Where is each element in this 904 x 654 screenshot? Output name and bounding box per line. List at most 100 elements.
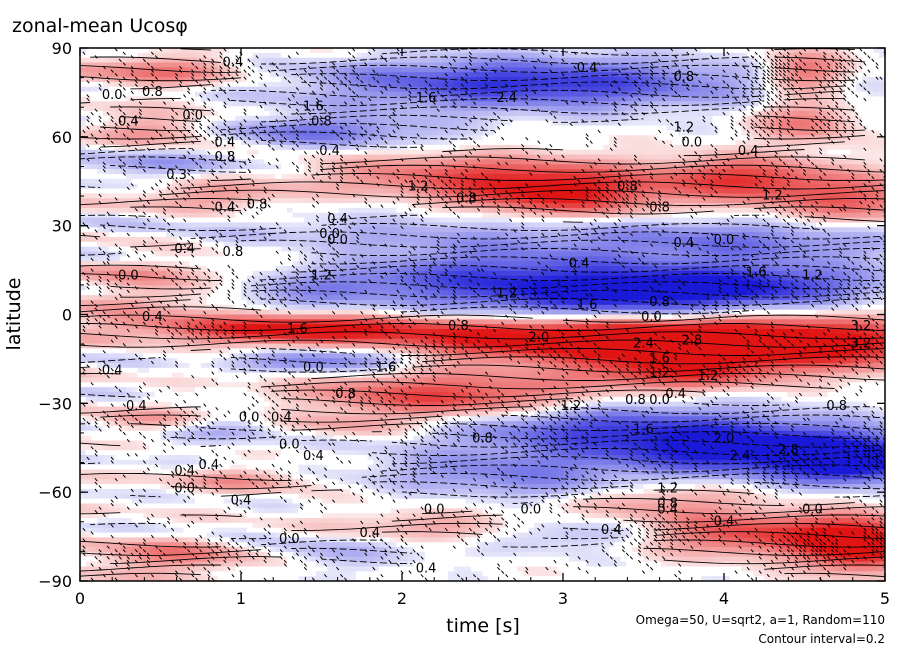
heatmap-cell: [269, 561, 277, 568]
heatmap-cell: [183, 421, 190, 427]
heatmap-cell: [177, 576, 185, 581]
heatmap-cell: [149, 241, 156, 248]
heatmap-cell: [103, 57, 110, 64]
heatmap-cell: [126, 372, 133, 379]
heatmap-cell: [97, 464, 104, 471]
heatmap-cell: [103, 561, 110, 568]
heatmap-cell: [126, 343, 133, 350]
heatmap-cell: [172, 270, 179, 277]
heatmap-cell: [281, 236, 288, 243]
heatmap-cell: [264, 183, 271, 190]
heatmap-cell: [172, 474, 179, 480]
heatmap-cell: [298, 324, 305, 330]
heatmap-cell: [252, 503, 259, 509]
heatmap-cell: [246, 251, 254, 257]
heatmap-cell: [126, 57, 133, 64]
heatmap-cell: [177, 256, 185, 262]
heatmap-cell: [85, 144, 93, 151]
heatmap-cell: [85, 450, 93, 456]
heatmap-cell: [218, 474, 225, 480]
heatmap-cell: [212, 232, 219, 238]
heatmap-cell: [246, 149, 254, 156]
heatmap-cell: [333, 358, 340, 364]
heatmap-cell: [310, 207, 317, 214]
heatmap-cell: [149, 450, 156, 456]
heatmap-cell: [160, 101, 167, 107]
heatmap-cell: [200, 392, 208, 398]
heatmap-cell: [258, 130, 265, 136]
heatmap-cell: [183, 173, 190, 180]
heatmap-cell: [172, 295, 179, 301]
heatmap-cell: [315, 382, 323, 388]
heatmap-cell: [310, 479, 317, 485]
heatmap-cell: [143, 169, 150, 175]
heatmap-cell: [154, 474, 162, 480]
heatmap-cell: [189, 251, 196, 257]
heatmap-cell: [281, 299, 288, 306]
heatmap-cell: [149, 377, 156, 383]
heatmap-cell: [137, 353, 144, 359]
heatmap-cell: [321, 48, 328, 54]
heatmap-cell: [223, 67, 231, 73]
heatmap-cell: [126, 62, 133, 68]
heatmap-cell: [149, 479, 156, 485]
heatmap-cell: [183, 324, 190, 330]
heatmap-cell: [235, 401, 242, 408]
heatmap-cell: [149, 106, 156, 112]
heatmap-cell: [114, 217, 121, 224]
heatmap-cell: [85, 387, 93, 393]
heatmap-cell: [275, 280, 282, 287]
heatmap-cell: [160, 227, 167, 233]
heatmap-cell: [120, 440, 127, 446]
heatmap-cell: [160, 290, 167, 296]
heatmap-cell: [149, 309, 156, 316]
heatmap-cell: [212, 52, 219, 59]
heatmap-cell: [281, 566, 288, 572]
heatmap-cell: [131, 435, 139, 442]
heatmap-cell: [287, 551, 294, 558]
heatmap-cell: [315, 537, 323, 543]
heatmap-cell: [252, 86, 259, 93]
heatmap-cell: [183, 440, 190, 446]
heatmap-cell: [195, 81, 202, 88]
heatmap-cell: [333, 115, 340, 122]
heatmap-cell: [246, 275, 254, 282]
heatmap-cell: [338, 110, 346, 117]
heatmap-cell: [206, 164, 213, 170]
heatmap-cell: [287, 81, 294, 88]
heatmap-cell: [120, 140, 127, 146]
heatmap-cell: [103, 91, 110, 98]
heatmap-cell: [264, 188, 271, 194]
heatmap-cell: [85, 406, 93, 413]
heatmap-cell: [108, 130, 116, 136]
heatmap-cell: [223, 164, 231, 170]
heatmap-cell: [97, 217, 104, 224]
heatmap-cell: [235, 236, 242, 243]
heatmap-cell: [310, 212, 317, 219]
heatmap-cell: [287, 299, 294, 306]
heatmap-cell: [315, 411, 323, 417]
heatmap-cell: [195, 425, 202, 432]
heatmap-cell: [327, 246, 334, 253]
heatmap-cell: [275, 261, 282, 267]
heatmap-cell: [269, 479, 277, 485]
heatmap-cell: [246, 295, 254, 301]
heatmap-cell: [229, 304, 236, 311]
heatmap-cell: [103, 140, 110, 146]
heatmap-cell: [235, 314, 242, 320]
heatmap-cell: [327, 67, 334, 73]
heatmap-cell: [333, 217, 340, 224]
heatmap-cell: [200, 203, 208, 209]
heatmap-cell: [120, 508, 127, 514]
heatmap-cell: [126, 387, 133, 393]
heatmap-cell: [189, 169, 196, 175]
heatmap-cell: [315, 353, 323, 359]
heatmap-cell: [315, 508, 323, 514]
heatmap-cell: [287, 256, 294, 262]
heatmap-cell: [160, 62, 167, 68]
heatmap-cell: [315, 556, 323, 563]
heatmap-cell: [264, 377, 271, 383]
heatmap-cell: [177, 280, 185, 287]
heatmap-cell: [229, 372, 236, 379]
heatmap-cell: [85, 324, 93, 330]
